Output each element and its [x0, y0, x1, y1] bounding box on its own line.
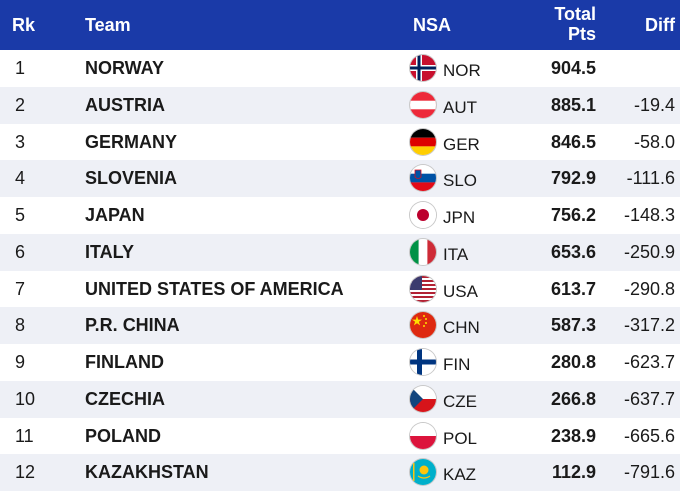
header-total-line1: Total — [554, 4, 596, 24]
rank-cell: 1 — [15, 58, 26, 78]
header-nsa: NSA — [413, 15, 452, 35]
team-name[interactable]: CZECHIA — [85, 388, 165, 409]
total-points: 280.8 — [550, 352, 596, 372]
nsa-code: AUT — [443, 97, 477, 117]
slovenia-flag-icon — [410, 165, 436, 192]
points-diff: -665.6 — [623, 425, 675, 446]
table-row[interactable]: 5 JAPAN JPN 756.2 -148.3 — [0, 197, 680, 234]
rank-cell: 7 — [15, 278, 26, 299]
points-diff: -623.7 — [623, 352, 675, 372]
total-points: 885.1 — [550, 94, 596, 115]
rank-cell: 4 — [15, 168, 26, 189]
table-body: 1 NORWAY NOR 904.5 2 AUSTRIA AUT 885.1 -19.4 3 GER… — [0, 50, 680, 491]
table-row[interactable]: 9 FINLAND FIN 280.8 -623.7 — [0, 344, 680, 381]
table-row[interactable]: 12 KAZAKHSTAN KAZ 112.9 -791.6 — [0, 454, 680, 491]
total-points: 238.9 — [550, 425, 596, 446]
total-points: 653.6 — [550, 241, 596, 262]
germany-flag-icon — [410, 128, 436, 155]
nsa-code: KAZ — [443, 465, 477, 485]
team-name[interactable]: KAZAKHSTAN — [85, 462, 209, 483]
finland-flag-icon — [410, 349, 436, 375]
total-points: 266.8 — [550, 388, 596, 409]
norway-flag-icon — [410, 55, 436, 81]
team-name[interactable]: AUSTRIA — [85, 94, 165, 115]
points-diff: -148.3 — [623, 205, 675, 225]
nsa-code: ITA — [443, 244, 469, 264]
rank-cell: 12 — [15, 462, 36, 483]
nsa-code: CZE — [443, 391, 477, 411]
total-points: 904.5 — [550, 58, 596, 78]
rank-cell: 3 — [15, 131, 26, 152]
usa-flag-icon — [410, 275, 436, 302]
table-row[interactable]: 8 P.R. CHINA CHN 587.3 -317.2 — [0, 307, 680, 344]
rank-cell: 10 — [15, 388, 36, 409]
team-name[interactable]: NORWAY — [85, 58, 165, 78]
nsa-code: NOR — [443, 61, 481, 80]
team-name[interactable]: POLAND — [85, 425, 161, 446]
total-points: 112.9 — [551, 462, 596, 483]
table-row[interactable]: 6 ITALY ITA 653.6 -250.9 — [0, 233, 680, 271]
total-points: 756.2 — [550, 205, 596, 225]
team-name[interactable]: UNITED STATES OF AMERICA — [85, 278, 344, 299]
table-row[interactable]: 10 CZECHIA CZE 266.8 -637.7 — [0, 380, 680, 418]
rank-cell: 5 — [15, 205, 26, 225]
nsa-code: SLO — [443, 171, 478, 191]
points-diff: -317.2 — [623, 315, 675, 336]
rank-cell: 2 — [15, 94, 26, 115]
points-diff: -58.0 — [633, 131, 675, 152]
japan-flag-icon — [410, 202, 436, 228]
points-diff: -111.6 — [626, 168, 675, 189]
table-row[interactable]: 1 NORWAY NOR 904.5 — [0, 50, 680, 87]
table-header: Rk Team NSA Total Pts Diff — [0, 0, 680, 50]
rank-cell: 6 — [15, 241, 26, 262]
rank-cell: 8 — [15, 315, 26, 336]
team-name[interactable]: GERMANY — [85, 131, 178, 152]
table-row[interactable]: 3 GERMANY GER 846.5 -58.0 — [0, 123, 680, 161]
table-row[interactable]: 7 UNITED STATES OF AMERICA USA 613.7 -290.8 — [0, 270, 680, 308]
rank-cell: 9 — [15, 352, 26, 372]
header-total-pts: Total Pts — [552, 4, 596, 44]
table-row[interactable]: 4 SLOVENIA SLO 792.9 -111.6 — [0, 160, 680, 197]
nsa-code: POL — [443, 428, 478, 448]
nsa-code: CHN — [443, 318, 480, 338]
czechia-flag-icon — [410, 385, 436, 412]
poland-flag-icon — [410, 422, 436, 449]
nsa-code: GER — [443, 134, 480, 154]
china-flag-icon — [410, 312, 436, 339]
header-total-line2: Pts — [567, 24, 596, 44]
points-diff: -250.9 — [623, 241, 675, 262]
team-name[interactable]: ITALY — [85, 241, 135, 262]
points-diff: -19.4 — [633, 94, 675, 115]
austria-flag-icon — [410, 91, 436, 118]
total-points: 587.3 — [550, 315, 596, 336]
header-diff: Diff — [645, 15, 675, 35]
team-name[interactable]: JAPAN — [85, 205, 145, 225]
team-name[interactable]: P.R. CHINA — [85, 315, 180, 336]
nsa-code: JPN — [443, 208, 476, 227]
points-diff: -637.7 — [623, 388, 675, 409]
points-diff: -791.6 — [623, 462, 675, 483]
total-points: 792.9 — [550, 168, 596, 189]
points-diff: -290.8 — [623, 278, 675, 299]
nsa-code: FIN — [443, 355, 471, 374]
table-row[interactable]: 2 AUSTRIA AUT 885.1 -19.4 — [0, 86, 680, 124]
total-points: 846.5 — [550, 131, 596, 152]
kazakhstan-flag-icon — [410, 459, 436, 486]
nsa-code: USA — [443, 281, 478, 301]
header-team: Team — [85, 15, 131, 35]
header-rank: Rk — [12, 15, 36, 35]
team-name[interactable]: SLOVENIA — [85, 168, 178, 189]
team-name[interactable]: FINLAND — [85, 352, 164, 372]
rank-cell: 11 — [15, 425, 34, 446]
total-points: 613.7 — [550, 278, 596, 299]
italy-flag-icon — [410, 238, 436, 265]
table-row[interactable]: 11 POLAND POL 238.9 -665.6 — [0, 417, 680, 455]
